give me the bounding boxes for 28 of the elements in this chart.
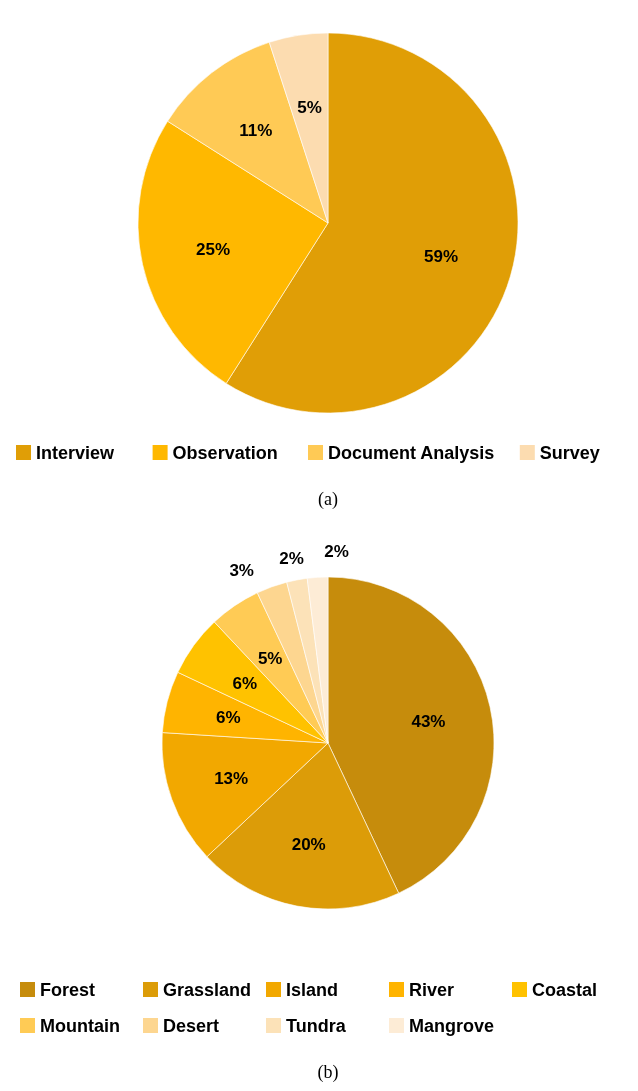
data-label: 2% — [324, 542, 349, 562]
data-label: 5% — [297, 97, 322, 117]
data-label: 6% — [216, 708, 241, 728]
legend-label: Mangrove — [409, 1016, 495, 1036]
legend-label: Document Analysis — [328, 443, 495, 463]
data-label: 5% — [257, 648, 283, 668]
legend-label: Coastal — [532, 980, 598, 1000]
data-label: 3% — [229, 560, 254, 580]
data-label: 13% — [214, 768, 249, 788]
legend-label: Tundra — [286, 1016, 347, 1036]
legend-label: Grassland — [163, 980, 252, 1000]
data-label: 25% — [196, 239, 231, 259]
data-label: 59% — [424, 246, 459, 266]
legend-label: Observation — [172, 443, 278, 463]
data-label: 43% — [411, 711, 446, 731]
text: (b) — [317, 1062, 339, 1083]
legend-label: Mountain — [40, 1016, 120, 1036]
legend-label: Desert — [163, 1016, 220, 1036]
legend-label: Interview — [36, 443, 116, 463]
legend-label: River — [409, 980, 455, 1000]
legend-label: Island — [286, 980, 339, 1000]
legend-label: Forest — [40, 980, 96, 1000]
text: (a) — [318, 489, 338, 510]
data-label: 11% — [239, 120, 273, 140]
legend-label: Survey — [539, 443, 600, 463]
data-label: 6% — [232, 673, 258, 693]
data-label: 20% — [291, 835, 326, 855]
data-label: 2% — [279, 549, 304, 569]
